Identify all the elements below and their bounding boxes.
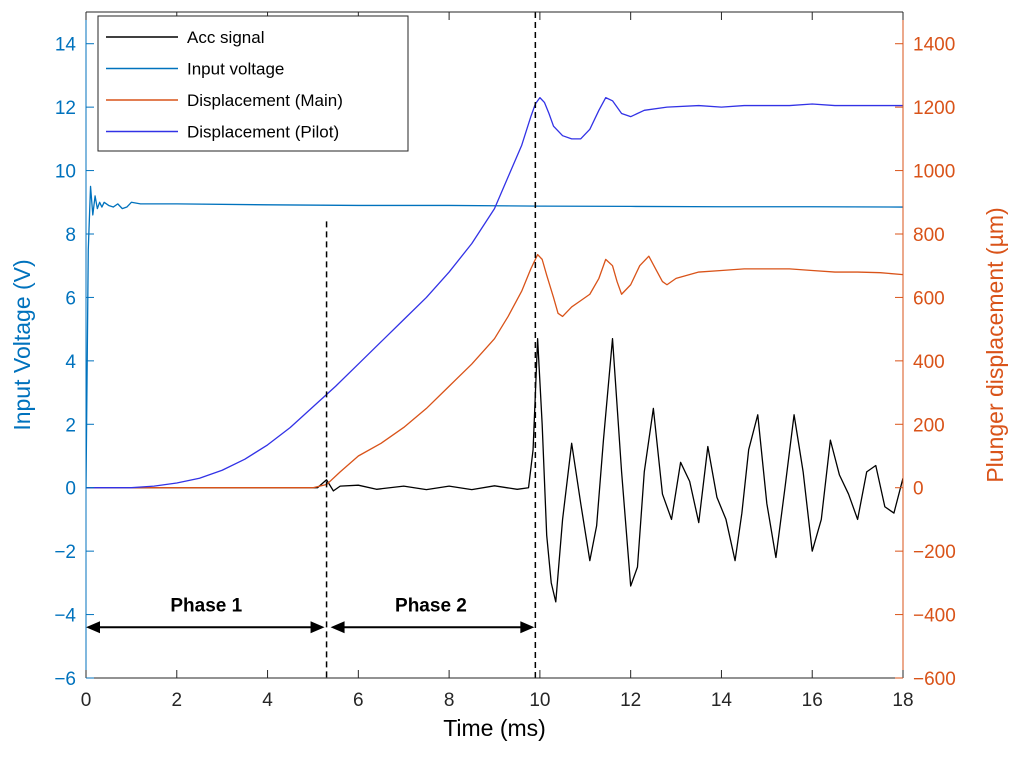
x-tick-label: 0 xyxy=(81,690,92,711)
phase2-arrow-head-right xyxy=(520,621,535,634)
y-left-tick-label: −6 xyxy=(54,669,76,690)
series-group xyxy=(86,96,903,603)
y-axis-right-title: Plunger displacement (µm) xyxy=(982,207,1008,482)
phase1-label: Phase 1 xyxy=(170,595,242,616)
y-right-tick-label: 400 xyxy=(913,352,945,373)
y-axis-left-title: Input Voltage (V) xyxy=(9,259,35,430)
legend: Acc signal Input voltage Displacement (Mai… xyxy=(97,15,409,152)
x-tick-label: 16 xyxy=(802,690,823,711)
y-left-tick-label: 0 xyxy=(65,479,76,500)
y-left-tick-label: 10 xyxy=(55,162,76,183)
legend-label-acc-signal: Acc signal xyxy=(187,28,264,47)
y-right-tick-label: 600 xyxy=(913,288,945,309)
x-tick-label: 18 xyxy=(892,690,913,711)
x-tick-label: 6 xyxy=(353,690,364,711)
series-line-displacement-pilot xyxy=(86,96,903,489)
y-right-tick-label: 200 xyxy=(913,415,945,436)
plot-content: Phase 1 Phase 2 xyxy=(86,12,903,678)
axes-layer: 0 2 4 6 8 10 12 14 16 18 −6 −4 −2 0 2 4 6 8 10 12 14 −600 −400… xyxy=(54,11,956,711)
legend-label-input-voltage: Input voltage xyxy=(187,60,284,79)
phase1-arrow-head-right xyxy=(310,621,325,634)
y-left-tick-label: 14 xyxy=(55,35,77,56)
y-right-tick-label: 1000 xyxy=(913,162,955,183)
y-right-tick-label: −600 xyxy=(913,669,956,690)
x-tick-label: 4 xyxy=(262,690,273,711)
legend-label-displacement-pilot: Displacement (Pilot) xyxy=(187,123,339,142)
y-right-tick-label: −200 xyxy=(913,542,956,563)
x-axis-title: Time (ms) xyxy=(443,715,546,741)
legend-label-displacement-main: Displacement (Main) xyxy=(187,91,343,110)
y-left-tick-label: 2 xyxy=(65,415,76,436)
x-tick-label: 14 xyxy=(711,690,733,711)
phase2-label: Phase 2 xyxy=(395,595,467,616)
y-right-tick-label: −400 xyxy=(913,606,956,627)
x-tick-label: 8 xyxy=(444,690,455,711)
y-left-tick-label: −2 xyxy=(54,542,76,563)
x-tick-label: 12 xyxy=(620,690,641,711)
x-tick-label: 2 xyxy=(171,690,182,711)
y-left-tick-label: 4 xyxy=(65,352,76,373)
phase1-arrow xyxy=(86,621,325,634)
series-line-acc-signal xyxy=(86,338,903,603)
x-tick-label: 10 xyxy=(529,690,550,711)
y-left-tick-label: −4 xyxy=(54,606,76,627)
y-right-tick-label: 800 xyxy=(913,225,945,246)
y-right-tick-label: 0 xyxy=(913,479,924,500)
series-line-displacement-main xyxy=(86,253,903,489)
phase2-arrow-head-left xyxy=(330,621,345,634)
y-left-tick-label: 8 xyxy=(65,225,76,246)
phase2-arrow xyxy=(330,621,535,634)
y-left-tick-label: 6 xyxy=(65,288,76,309)
legend-box xyxy=(97,15,409,152)
y-right-tick-label: 1400 xyxy=(913,35,955,56)
y-right-tick-label: 1200 xyxy=(913,98,955,119)
y-left-tick-label: 12 xyxy=(55,98,76,119)
phase1-arrow-head-left xyxy=(86,621,100,634)
series-line-input-voltage xyxy=(86,185,903,488)
